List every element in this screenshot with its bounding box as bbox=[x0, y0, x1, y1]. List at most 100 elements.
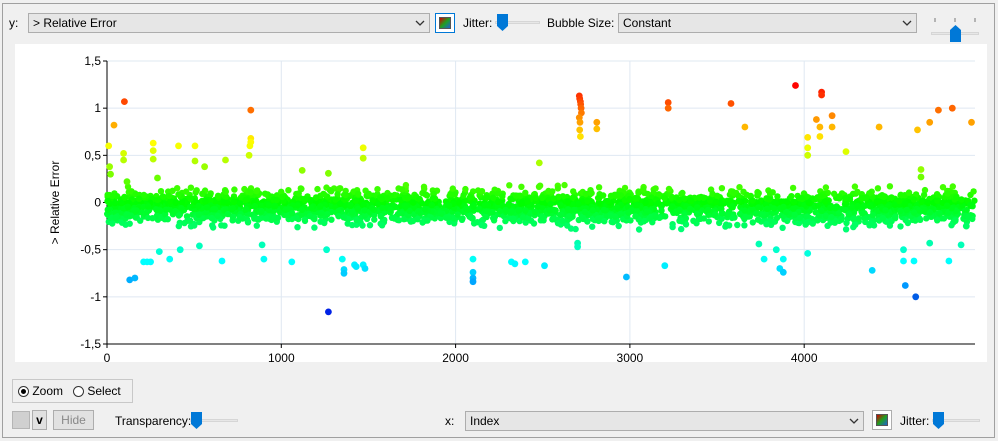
data-point bbox=[832, 205, 839, 212]
data-point bbox=[224, 210, 232, 218]
bubble-size-slider[interactable] bbox=[931, 17, 979, 45]
data-point bbox=[669, 223, 676, 231]
slider-thumb[interactable] bbox=[191, 412, 202, 429]
data-point bbox=[195, 202, 202, 210]
data-point bbox=[914, 126, 921, 134]
data-point bbox=[858, 194, 865, 202]
data-point bbox=[600, 206, 608, 214]
data-point bbox=[818, 207, 825, 214]
hide-button[interactable]: Hide bbox=[53, 410, 94, 430]
transparency-slider[interactable] bbox=[190, 410, 238, 430]
data-point bbox=[495, 198, 502, 206]
data-point bbox=[195, 211, 202, 218]
plot-area[interactable]: 1,510,50-0,5-1-1,501000200030004000Index… bbox=[15, 44, 987, 387]
zoom-radio[interactable]: Zoom bbox=[18, 383, 63, 399]
data-point bbox=[790, 205, 797, 212]
data-point bbox=[647, 213, 655, 220]
data-point bbox=[104, 206, 112, 213]
data-point bbox=[187, 184, 195, 191]
data-point bbox=[822, 198, 829, 205]
series-color-button[interactable] bbox=[12, 411, 30, 429]
data-point bbox=[497, 207, 504, 215]
slider-thumb[interactable] bbox=[497, 14, 508, 31]
data-point bbox=[324, 211, 331, 218]
data-point bbox=[175, 222, 182, 230]
data-point bbox=[569, 194, 577, 201]
bubble-size-select[interactable]: Constant bbox=[618, 13, 917, 33]
y-tick-label: 0 bbox=[94, 196, 101, 210]
data-point bbox=[836, 193, 843, 200]
data-point bbox=[301, 216, 309, 223]
bottom-jitter-slider[interactable] bbox=[932, 410, 980, 430]
data-point bbox=[428, 202, 435, 209]
data-point bbox=[271, 202, 279, 209]
data-point bbox=[550, 195, 557, 202]
x-color-button[interactable] bbox=[872, 410, 892, 430]
data-point bbox=[792, 82, 799, 89]
data-point bbox=[912, 191, 920, 198]
data-point bbox=[124, 183, 132, 190]
data-point bbox=[167, 198, 174, 205]
data-point bbox=[483, 194, 491, 201]
data-point bbox=[549, 188, 556, 195]
select-radio[interactable]: Select bbox=[73, 383, 121, 399]
data-point bbox=[391, 215, 398, 222]
y-variable-select[interactable]: > Relative Error bbox=[28, 13, 430, 33]
data-point bbox=[601, 218, 608, 225]
data-point bbox=[506, 182, 513, 189]
v-button[interactable]: v bbox=[32, 410, 47, 430]
data-point bbox=[469, 268, 477, 276]
y-tick-label: 0,5 bbox=[84, 148, 101, 162]
data-point bbox=[394, 210, 402, 218]
data-point bbox=[805, 199, 812, 206]
top-jitter-slider[interactable] bbox=[495, 12, 540, 32]
data-point bbox=[848, 204, 856, 211]
data-point bbox=[222, 193, 230, 200]
data-point bbox=[242, 196, 249, 204]
data-point bbox=[845, 211, 852, 218]
data-point bbox=[199, 190, 206, 197]
data-point bbox=[664, 99, 672, 106]
y-tick-label: 1 bbox=[94, 101, 101, 115]
data-point bbox=[546, 207, 553, 214]
data-point bbox=[917, 216, 924, 223]
data-point bbox=[863, 194, 870, 201]
slider-thumb[interactable] bbox=[933, 412, 944, 429]
scatter-chart[interactable]: 1,510,50-0,5-1-1,501000200030004000Index… bbox=[15, 44, 987, 387]
data-point bbox=[728, 214, 736, 222]
data-point bbox=[124, 203, 132, 211]
data-point bbox=[414, 216, 421, 223]
data-point bbox=[334, 191, 341, 198]
data-point bbox=[132, 191, 139, 198]
data-point bbox=[332, 196, 339, 203]
data-point bbox=[700, 215, 707, 222]
data-point bbox=[451, 220, 458, 227]
data-point bbox=[511, 260, 519, 268]
x-variable-select[interactable]: Index bbox=[465, 411, 864, 431]
data-point bbox=[760, 255, 768, 263]
data-point bbox=[655, 191, 662, 198]
data-point bbox=[935, 106, 942, 114]
data-point bbox=[828, 214, 835, 221]
data-point bbox=[799, 195, 806, 203]
data-point bbox=[149, 155, 157, 163]
data-point bbox=[182, 188, 190, 195]
x-tick-label: 4000 bbox=[791, 351, 818, 362]
data-point bbox=[335, 213, 342, 220]
data-point bbox=[169, 187, 176, 194]
data-point bbox=[741, 123, 749, 131]
y-color-button[interactable] bbox=[435, 13, 455, 33]
slider-thumb[interactable] bbox=[950, 25, 961, 42]
data-point bbox=[534, 203, 541, 210]
data-point bbox=[374, 186, 381, 193]
data-point bbox=[422, 191, 429, 198]
data-point bbox=[314, 185, 321, 193]
data-point bbox=[755, 240, 763, 248]
data-point bbox=[939, 184, 947, 191]
data-point bbox=[816, 123, 824, 131]
data-point bbox=[796, 214, 803, 222]
data-point bbox=[678, 190, 685, 198]
data-point bbox=[191, 142, 199, 150]
data-point bbox=[437, 210, 444, 217]
data-point bbox=[140, 203, 147, 211]
